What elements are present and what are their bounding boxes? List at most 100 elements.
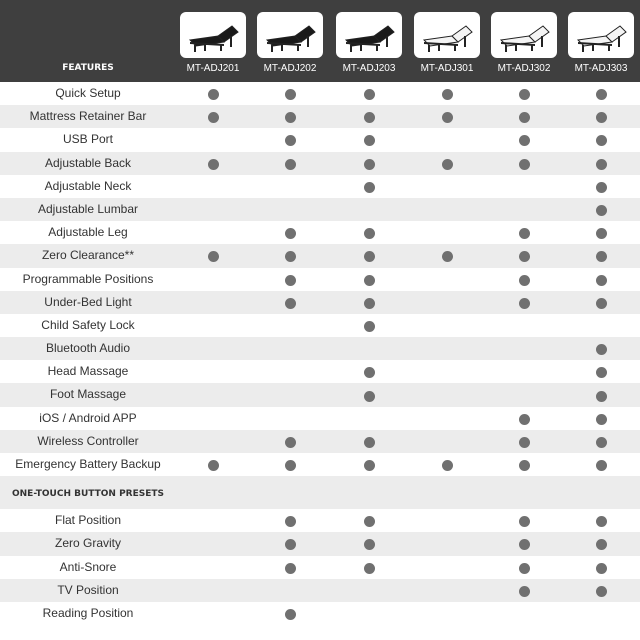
feature-cell xyxy=(177,84,249,106)
table-row: Child Safety Lock xyxy=(0,314,640,338)
feature-cell xyxy=(331,557,407,579)
feature-cell xyxy=(331,362,407,384)
table-row: Flat Position xyxy=(0,509,640,533)
feature-available-dot xyxy=(518,539,530,551)
table-row: Under-Bed Light xyxy=(0,290,640,314)
feature-cell xyxy=(487,84,561,106)
feature-cell xyxy=(177,362,249,384)
feature-available-dot xyxy=(595,585,607,597)
feature-available-dot xyxy=(284,135,296,147)
feature-available-dot xyxy=(595,367,607,379)
feature-label: Adjustable Leg xyxy=(48,225,128,240)
feature-label: Zero Clearance** xyxy=(41,248,135,263)
feature-cell xyxy=(251,455,329,477)
feature-cell xyxy=(251,511,329,533)
feature-available-dot xyxy=(595,274,607,286)
feature-available-dot xyxy=(595,112,607,124)
feature-available-dot xyxy=(284,228,296,240)
feature-available-dot xyxy=(595,539,607,551)
feature-cell xyxy=(331,339,407,361)
feature-cell xyxy=(487,107,561,129)
table-row: Adjustable Leg xyxy=(0,221,640,245)
feature-cell xyxy=(563,455,639,477)
feature-cell xyxy=(251,199,329,222)
feature-cell xyxy=(563,385,639,407)
feature-available-dot xyxy=(595,436,607,448)
feature-cell xyxy=(331,176,407,198)
feature-cell xyxy=(563,408,639,430)
feature-available-dot xyxy=(595,460,607,472)
feature-available-dot xyxy=(363,297,375,309)
feature-available-dot xyxy=(363,251,375,263)
feature-cell xyxy=(331,84,407,106)
model-column-header: MT-ADJ301 xyxy=(408,0,486,82)
feature-available-dot xyxy=(363,436,375,448)
feature-available-dot xyxy=(595,228,607,240)
feature-cell xyxy=(177,511,249,533)
model-name: MT-ADJ302 xyxy=(497,63,551,74)
feature-available-dot xyxy=(595,205,607,217)
feature-cell xyxy=(409,246,485,268)
feature-available-dot xyxy=(363,158,375,170)
feature-cell xyxy=(177,292,249,314)
table-row: iOS / Android APP xyxy=(0,407,640,430)
feature-cell xyxy=(251,223,329,245)
feature-available-dot xyxy=(518,228,530,240)
model-column-header: MT-ADJ303 xyxy=(562,0,640,82)
feature-available-dot xyxy=(518,135,530,147)
feature-cell xyxy=(177,269,249,291)
feature-cell xyxy=(563,339,639,361)
feature-cell xyxy=(331,292,407,314)
feature-cell xyxy=(251,315,329,338)
feature-cell xyxy=(487,292,561,314)
feature-cell xyxy=(177,199,249,222)
feature-cell xyxy=(331,107,407,129)
feature-available-dot xyxy=(363,539,375,551)
feature-cell xyxy=(487,534,561,556)
table-row: Reading Position xyxy=(0,602,640,626)
feature-available-dot xyxy=(441,89,453,101)
feature-cell xyxy=(563,223,639,245)
feature-cell xyxy=(177,176,249,198)
feature-cell xyxy=(409,223,485,245)
feature-label: Wireless Controller xyxy=(37,433,139,448)
feature-available-dot xyxy=(363,367,375,379)
presets-section-header: ONE-TOUCH BUTTON PRESETS xyxy=(0,476,640,510)
feature-cell xyxy=(487,455,561,477)
feature-cell xyxy=(563,130,639,152)
feature-cell xyxy=(177,385,249,407)
feature-available-dot xyxy=(207,460,219,472)
feature-label: Adjustable Back xyxy=(44,155,132,170)
feature-label: Child Safety Lock xyxy=(41,317,135,332)
feature-cell xyxy=(487,246,561,268)
feature-available-dot xyxy=(363,135,375,147)
feature-available-dot xyxy=(207,112,219,124)
feature-cell xyxy=(487,511,561,533)
feature-cell xyxy=(409,130,485,152)
table-row: Zero Clearance** xyxy=(0,244,640,268)
feature-cell xyxy=(177,315,249,338)
feature-cell xyxy=(487,385,561,407)
feature-cell xyxy=(409,84,485,106)
feature-available-dot xyxy=(595,135,607,147)
table-row: Quick Setup xyxy=(0,82,640,106)
feature-cell xyxy=(331,408,407,430)
feature-available-dot xyxy=(363,320,375,332)
feature-available-dot xyxy=(284,562,296,574)
feature-label: Zero Gravity xyxy=(54,536,121,551)
feature-cell xyxy=(177,455,249,477)
feature-cell xyxy=(563,511,639,533)
feature-cell xyxy=(409,362,485,384)
feature-cell xyxy=(177,223,249,245)
table-row: Emergency Battery Backup xyxy=(0,453,640,477)
feature-available-dot xyxy=(363,112,375,124)
feature-available-dot xyxy=(595,516,607,528)
bed-image xyxy=(336,12,402,58)
feature-cell xyxy=(487,153,561,175)
feature-cell xyxy=(487,199,561,222)
feature-available-dot xyxy=(595,562,607,574)
table-row: Foot Massage xyxy=(0,383,640,407)
feature-cell xyxy=(563,362,639,384)
feature-available-dot xyxy=(284,274,296,286)
feature-label: Programmable Positions xyxy=(22,271,154,286)
